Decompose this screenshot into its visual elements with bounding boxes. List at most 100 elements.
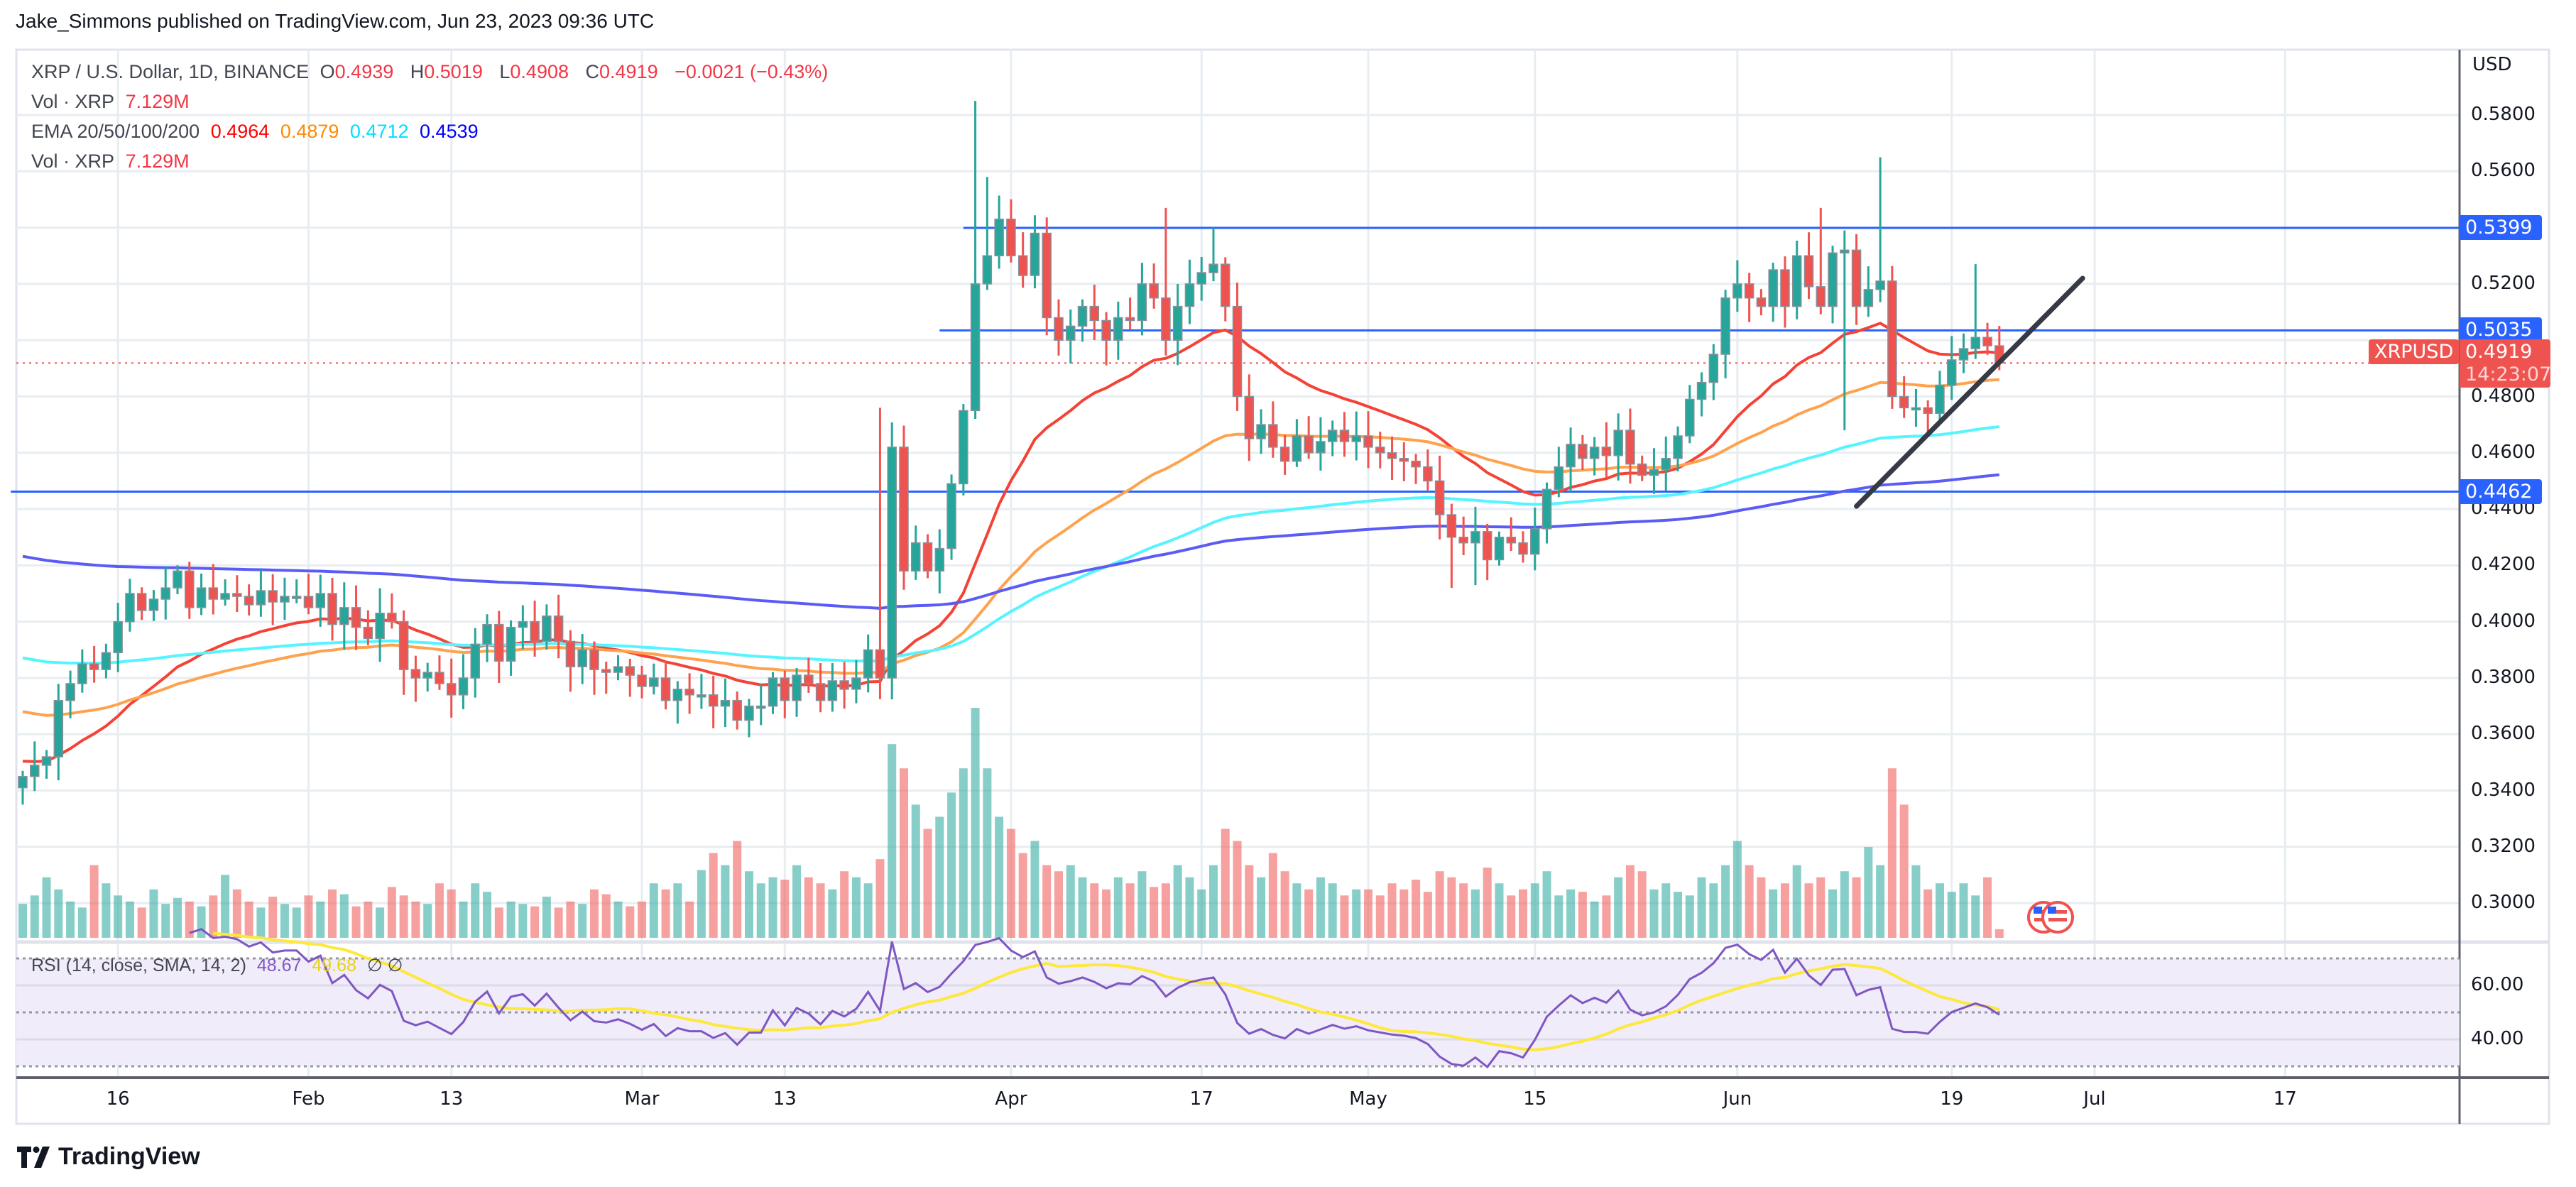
candle-body [1184,283,1195,307]
volume-bar [888,744,897,938]
candle [899,425,909,590]
volume-bar [1661,883,1671,938]
volume-bar [947,792,956,938]
candle-body [136,593,147,611]
candle [1803,232,1814,300]
candle [1935,371,1945,422]
candle-body [708,694,719,707]
volume-bar [875,859,885,938]
volume-bar [102,883,111,938]
candle [1208,227,1218,282]
volume-bar [351,906,361,938]
volume-bar [1899,804,1909,938]
candle [185,562,195,619]
candle [1327,420,1338,456]
volume-bar [1745,865,1754,938]
candle-body [1006,218,1016,256]
candle-body [732,699,742,721]
candle-body [1530,528,1540,555]
candle-body [244,596,254,606]
candle-body [1042,232,1052,319]
candle [1101,312,1111,366]
candle-body [887,447,897,679]
candle [649,663,659,695]
volume-bar [173,897,182,938]
volume-bar [114,895,123,938]
candle-body [1101,319,1111,341]
candle [1708,344,1719,400]
candle [1589,437,1600,476]
candle [732,691,742,730]
volume-bar [1554,895,1563,938]
volume-bar [1268,853,1277,938]
candle-body [185,570,195,608]
candle-body [1172,305,1183,341]
volume-label-2[interactable]: Vol · XRP [31,151,115,172]
close-label: C [585,61,600,82]
candle [458,654,469,710]
candle [315,574,325,627]
candle-body [1506,537,1516,544]
volume-bar [744,871,753,938]
candle [1828,246,1838,324]
volume-bar [1197,889,1206,938]
candle [1434,455,1445,540]
level-price-badge: 0.5035 [2460,317,2542,343]
rsi-tick-label: 60.00 [2471,974,2524,995]
candle [1172,283,1183,366]
candle-body [1327,430,1338,442]
close-value: 0.4919 [599,61,658,82]
candle [89,645,99,683]
symbol-title[interactable]: XRP / U.S. Dollar, 1D, BINANCE [31,61,310,82]
volume-bar [304,895,313,938]
candle [839,662,849,709]
rsi-label[interactable]: RSI (14, close, SMA, 14, 2) [31,956,246,975]
candle [136,587,147,620]
volume-bar [756,883,765,938]
volume-bar [1947,892,1956,938]
volume-bar [589,889,599,938]
volume-bar [840,871,849,938]
currency-label[interactable]: USD [2472,54,2512,75]
volume-bar [1435,871,1444,938]
volume-label[interactable]: Vol · XRP [31,91,115,112]
candle [518,605,528,650]
volume-bar [804,877,813,938]
volume-bar [1637,871,1647,938]
volume-bar [54,889,63,938]
x-tick-label: 17 [1189,1088,1213,1110]
candle [1851,234,1862,325]
candle [470,628,481,698]
volume-bar [1090,883,1099,938]
candle [196,573,207,616]
candle [792,667,802,717]
volume-bar [554,907,563,938]
candle-body [1232,305,1243,398]
volume-bar [1994,929,2004,938]
volume-bar [1709,883,1718,938]
candle-body [827,680,838,701]
candle [565,630,576,692]
candle [1791,240,1802,319]
y-tick-label: 0.3800 [2471,667,2536,688]
volume-bar [506,901,515,938]
level-price-badge: 0.5399 [2460,214,2542,240]
candle [1221,257,1230,322]
candle-body [125,593,135,623]
candle-body [780,677,790,701]
candle [1744,273,1754,322]
candle-body [1339,430,1350,442]
volume-bar [1006,828,1015,938]
volume-bar [1578,892,1587,938]
ema-label[interactable]: EMA 20/50/100/200 [31,121,200,142]
candle [851,660,861,704]
candle [387,593,397,629]
candle [1339,412,1350,457]
candle-body [1970,337,1981,349]
tradingview-logo[interactable]: TradingView [17,1143,200,1171]
volume-value: 7.129M [125,91,190,112]
volume-bar [1054,871,1063,938]
candle-body [1816,286,1826,307]
volume-bar [995,816,1004,938]
